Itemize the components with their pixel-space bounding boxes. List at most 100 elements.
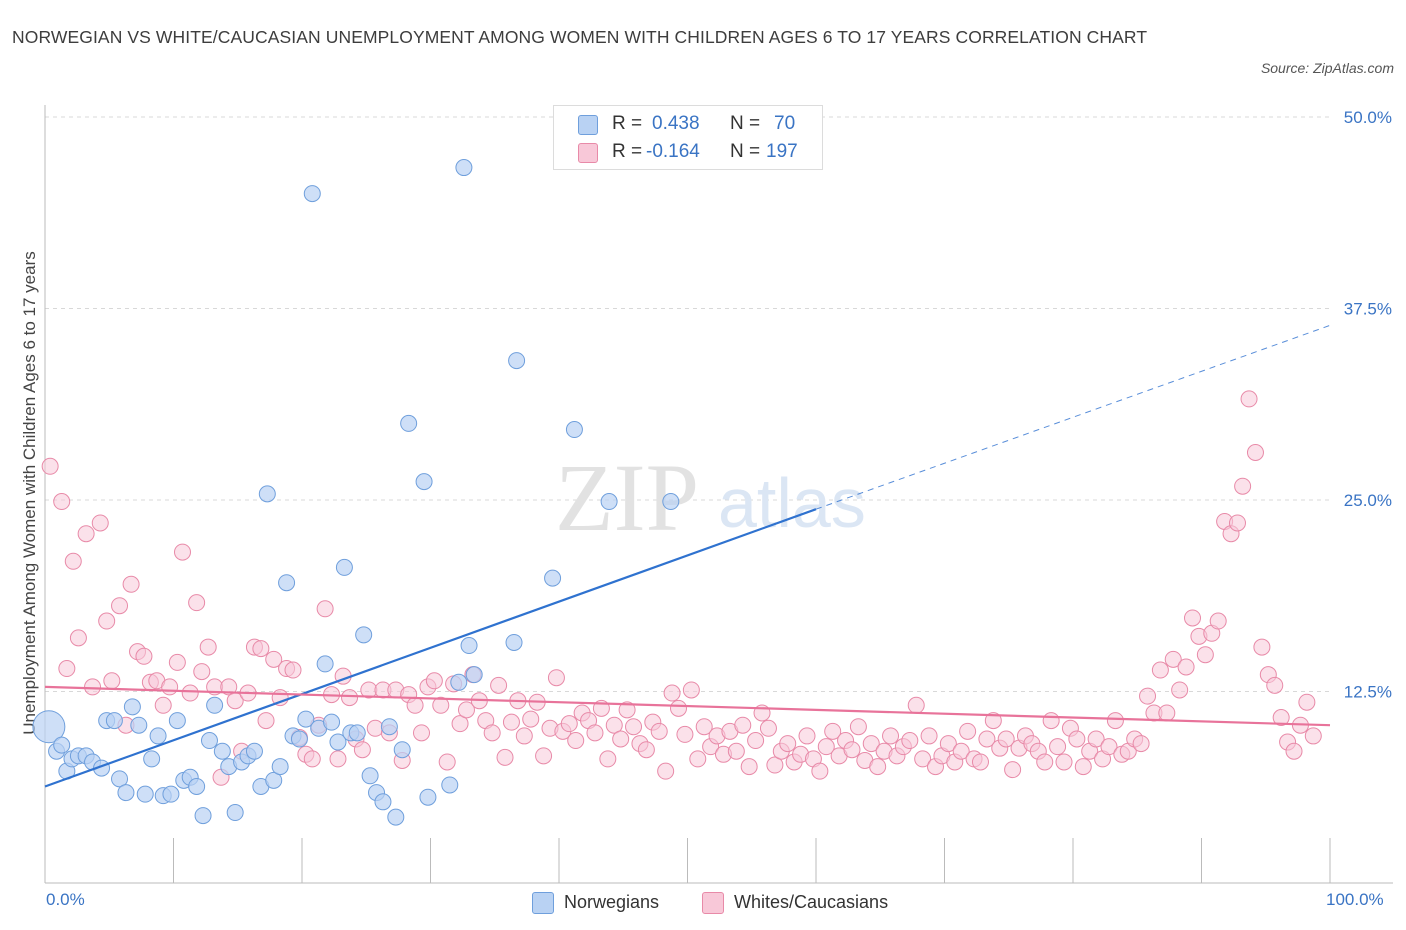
whites-point xyxy=(257,712,275,730)
y-tick-label: 50.0% xyxy=(1344,108,1392,127)
norwegians-point xyxy=(455,159,473,177)
whites-point xyxy=(727,742,745,760)
whites-point xyxy=(907,696,925,714)
series-norwegians-points xyxy=(32,159,680,826)
whites-point xyxy=(817,738,835,756)
whites-point xyxy=(502,713,520,731)
whites-point xyxy=(862,735,880,753)
whites-point xyxy=(483,724,501,742)
norwegians-point xyxy=(188,777,206,795)
norwegians-point xyxy=(662,493,680,511)
whites-point xyxy=(560,715,578,733)
whites-point xyxy=(353,741,371,759)
norwegians-point xyxy=(361,767,379,785)
norwegians-point xyxy=(194,807,212,825)
whites-point xyxy=(329,750,347,768)
norwegians-point xyxy=(544,569,562,587)
whites-point xyxy=(747,732,765,750)
whites-point xyxy=(1272,709,1290,727)
whites-point xyxy=(111,597,129,615)
norwegians-trend-extension xyxy=(815,324,1331,510)
whites-point xyxy=(695,718,713,736)
norwegians-point xyxy=(32,710,66,744)
norwegians-point xyxy=(278,574,296,592)
norwegians-point xyxy=(271,758,289,776)
norwegians-point xyxy=(415,473,433,491)
whites-point xyxy=(625,718,643,736)
whites-point xyxy=(1049,738,1067,756)
norwegians-point xyxy=(374,793,392,811)
whites-point xyxy=(154,696,172,714)
whites-point xyxy=(1036,753,1054,771)
whites-point xyxy=(1151,661,1169,679)
norwegians-point xyxy=(123,698,141,716)
norwegians-point xyxy=(290,730,308,748)
r-label: R = xyxy=(612,141,643,162)
whites-point xyxy=(406,696,424,714)
source-label: Source: ZipAtlas.com xyxy=(1260,60,1394,76)
whites-point xyxy=(413,724,431,742)
whites-point xyxy=(451,715,469,733)
whites-point xyxy=(605,716,623,734)
whites-point xyxy=(1234,477,1252,495)
whites-point xyxy=(959,722,977,740)
whites-point xyxy=(1246,444,1264,462)
whites-point xyxy=(920,727,938,745)
norwegians-point xyxy=(297,710,315,728)
whites-point xyxy=(901,732,919,750)
whites-point xyxy=(366,719,384,737)
whites-point xyxy=(457,701,475,719)
whites-point xyxy=(1196,646,1214,664)
norwegians-point xyxy=(149,727,167,745)
whites-point xyxy=(1298,693,1316,711)
n-value: 197 xyxy=(766,141,798,162)
whites-point xyxy=(1184,609,1202,627)
norwegians-point xyxy=(465,666,483,684)
whites-point xyxy=(1132,735,1150,753)
whites-point xyxy=(161,678,179,696)
whites-point xyxy=(882,727,900,745)
series-legend: Norwegians Whites/Caucasians xyxy=(0,888,1406,916)
whites-point xyxy=(181,684,199,702)
r-label: R = xyxy=(612,113,643,134)
whites-point xyxy=(135,647,153,665)
whites-point xyxy=(984,712,1002,730)
grid-lines xyxy=(45,116,1330,692)
y-tick-label: 37.5% xyxy=(1344,300,1392,319)
whites-point xyxy=(663,684,681,702)
x-tick-min: 0.0% xyxy=(46,890,85,909)
norwegians-point xyxy=(136,785,154,803)
norwegians-point xyxy=(168,712,186,730)
whites-point xyxy=(1177,658,1195,676)
legend-label-norwegians: Norwegians xyxy=(564,892,660,912)
norwegians-swatch xyxy=(578,115,598,135)
whites-point xyxy=(425,672,443,690)
norwegians-point xyxy=(53,736,71,754)
whites-point xyxy=(1209,612,1227,630)
norwegians-point xyxy=(419,788,437,806)
norwegians-point xyxy=(206,696,224,714)
whites-point xyxy=(798,727,816,745)
norwegians-point xyxy=(258,485,276,503)
r-value: -0.164 xyxy=(646,141,700,162)
whites-point xyxy=(77,525,95,543)
trend-lines xyxy=(44,324,1331,788)
whites-point xyxy=(188,594,206,612)
whites-point xyxy=(1171,681,1189,699)
whites-point xyxy=(173,543,191,561)
whites-point xyxy=(849,718,867,736)
norwegians-point xyxy=(213,742,231,760)
whites-swatch xyxy=(702,892,724,914)
whites-point xyxy=(612,730,630,748)
whites-point xyxy=(740,758,758,776)
norwegians-point xyxy=(316,655,334,673)
whites-point xyxy=(1042,712,1060,730)
whites-point xyxy=(522,710,540,728)
whites-point xyxy=(676,725,694,743)
whites-point xyxy=(869,758,887,776)
whites-point xyxy=(657,762,675,780)
whites-point xyxy=(1285,742,1303,760)
whites-point xyxy=(1074,758,1092,776)
whites-point xyxy=(1266,676,1284,694)
